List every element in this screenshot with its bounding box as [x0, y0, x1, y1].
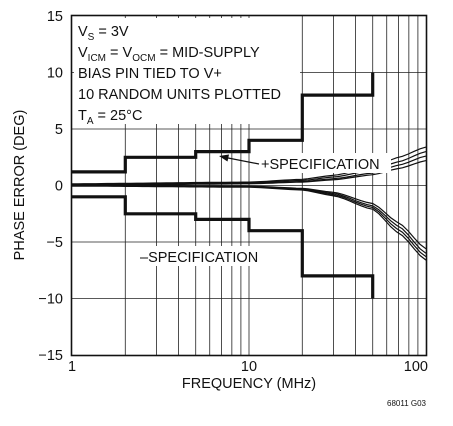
condition-box: VS = 3V VICM = VOCM = MID-SUPPLY BIAS PI… — [74, 18, 300, 127]
upper-spec-arrowhead — [219, 154, 229, 162]
x-tick-label: 1 — [68, 359, 76, 375]
y-tick-label: −5 — [46, 235, 63, 251]
y-tick-label: −10 — [38, 292, 63, 308]
condition-box-bg — [74, 18, 300, 124]
upper-spec-label: +SPECIFICATION — [261, 157, 380, 173]
unit-curve-down — [72, 184, 427, 258]
upper-spec-arrow — [222, 156, 260, 165]
upper-spec-label-bg — [259, 153, 391, 173]
lower-spec-annotation: –SPECIFICATION — [136, 246, 266, 266]
y-tick-label: 10 — [47, 66, 63, 82]
condition-vicm: VICM = VOCM = MID-SUPPLY — [78, 45, 260, 64]
y-tick-label: 5 — [55, 122, 63, 138]
tick-labels: 15 10 5 0 −5 −10 −15 1 10 100 — [38, 9, 428, 375]
condition-bias: BIAS PIN TIED TO V+ — [78, 66, 222, 82]
y-tick-label: 15 — [47, 9, 63, 25]
y-axis-label: PHASE ERROR (DEG) — [12, 110, 28, 261]
condition-ta: TA = 25°C — [78, 108, 142, 127]
lower-spec-label: –SPECIFICATION — [140, 250, 258, 266]
lower-specification-line — [72, 195, 375, 299]
x-axis-label: FREQUENCY (MHz) — [182, 376, 316, 392]
x-tick-label: 10 — [241, 359, 257, 375]
upper-spec-annotation: +SPECIFICATION — [219, 153, 391, 173]
x-tick-label: 100 — [404, 359, 428, 375]
y-tick-label: −15 — [38, 348, 63, 364]
lower-spec-label-bg — [136, 246, 266, 266]
y-tick-label: 0 — [55, 179, 63, 195]
series — [71, 72, 427, 299]
condition-vs: VS = 3V — [78, 24, 129, 43]
plot-frame — [70, 14, 428, 357]
upper-specification-line — [72, 72, 375, 174]
condition-units: 10 RANDOM UNITS PLOTTED — [78, 87, 281, 103]
corner-code: 68011 G03 — [387, 399, 427, 408]
